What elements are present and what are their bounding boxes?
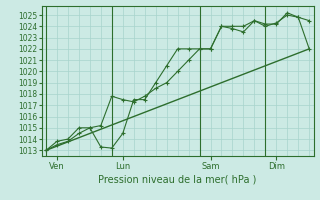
- X-axis label: Pression niveau de la mer( hPa ): Pression niveau de la mer( hPa ): [99, 175, 257, 185]
